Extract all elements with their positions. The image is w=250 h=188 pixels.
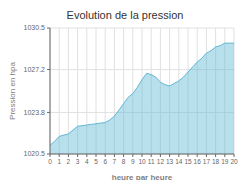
svg-text:16: 16 (194, 158, 202, 165)
svg-text:13: 13 (166, 158, 174, 165)
svg-text:1030.5: 1030.5 (24, 24, 46, 31)
svg-text:15: 15 (184, 158, 192, 165)
svg-text:19: 19 (221, 158, 229, 165)
svg-text:5: 5 (94, 158, 98, 165)
svg-text:7: 7 (113, 158, 117, 165)
svg-text:4: 4 (85, 158, 89, 165)
svg-text:12: 12 (157, 158, 165, 165)
svg-text:11: 11 (148, 158, 155, 165)
svg-text:heure par heure: heure par heure (112, 173, 173, 180)
svg-text:6: 6 (103, 158, 107, 165)
svg-text:1027.2: 1027.2 (24, 66, 46, 73)
svg-text:8: 8 (122, 158, 126, 165)
svg-text:3: 3 (76, 158, 80, 165)
svg-text:1023.8: 1023.8 (24, 109, 46, 116)
svg-text:1020.5: 1020.5 (24, 150, 46, 157)
svg-text:14: 14 (175, 158, 183, 165)
html-text:Evolution de la pression: Evolution de la pression (66, 9, 184, 21)
svg-text:2: 2 (67, 158, 71, 165)
svg-text:9: 9 (131, 158, 135, 165)
svg-text:Pression en hpa: Pression en hpa (8, 62, 17, 120)
svg-text:1: 1 (57, 158, 61, 165)
svg-text:20: 20 (230, 158, 238, 165)
svg-text:10: 10 (138, 158, 146, 165)
svg-text:17: 17 (203, 158, 211, 165)
svg-text:18: 18 (212, 158, 220, 165)
svg-text:0: 0 (48, 158, 52, 165)
